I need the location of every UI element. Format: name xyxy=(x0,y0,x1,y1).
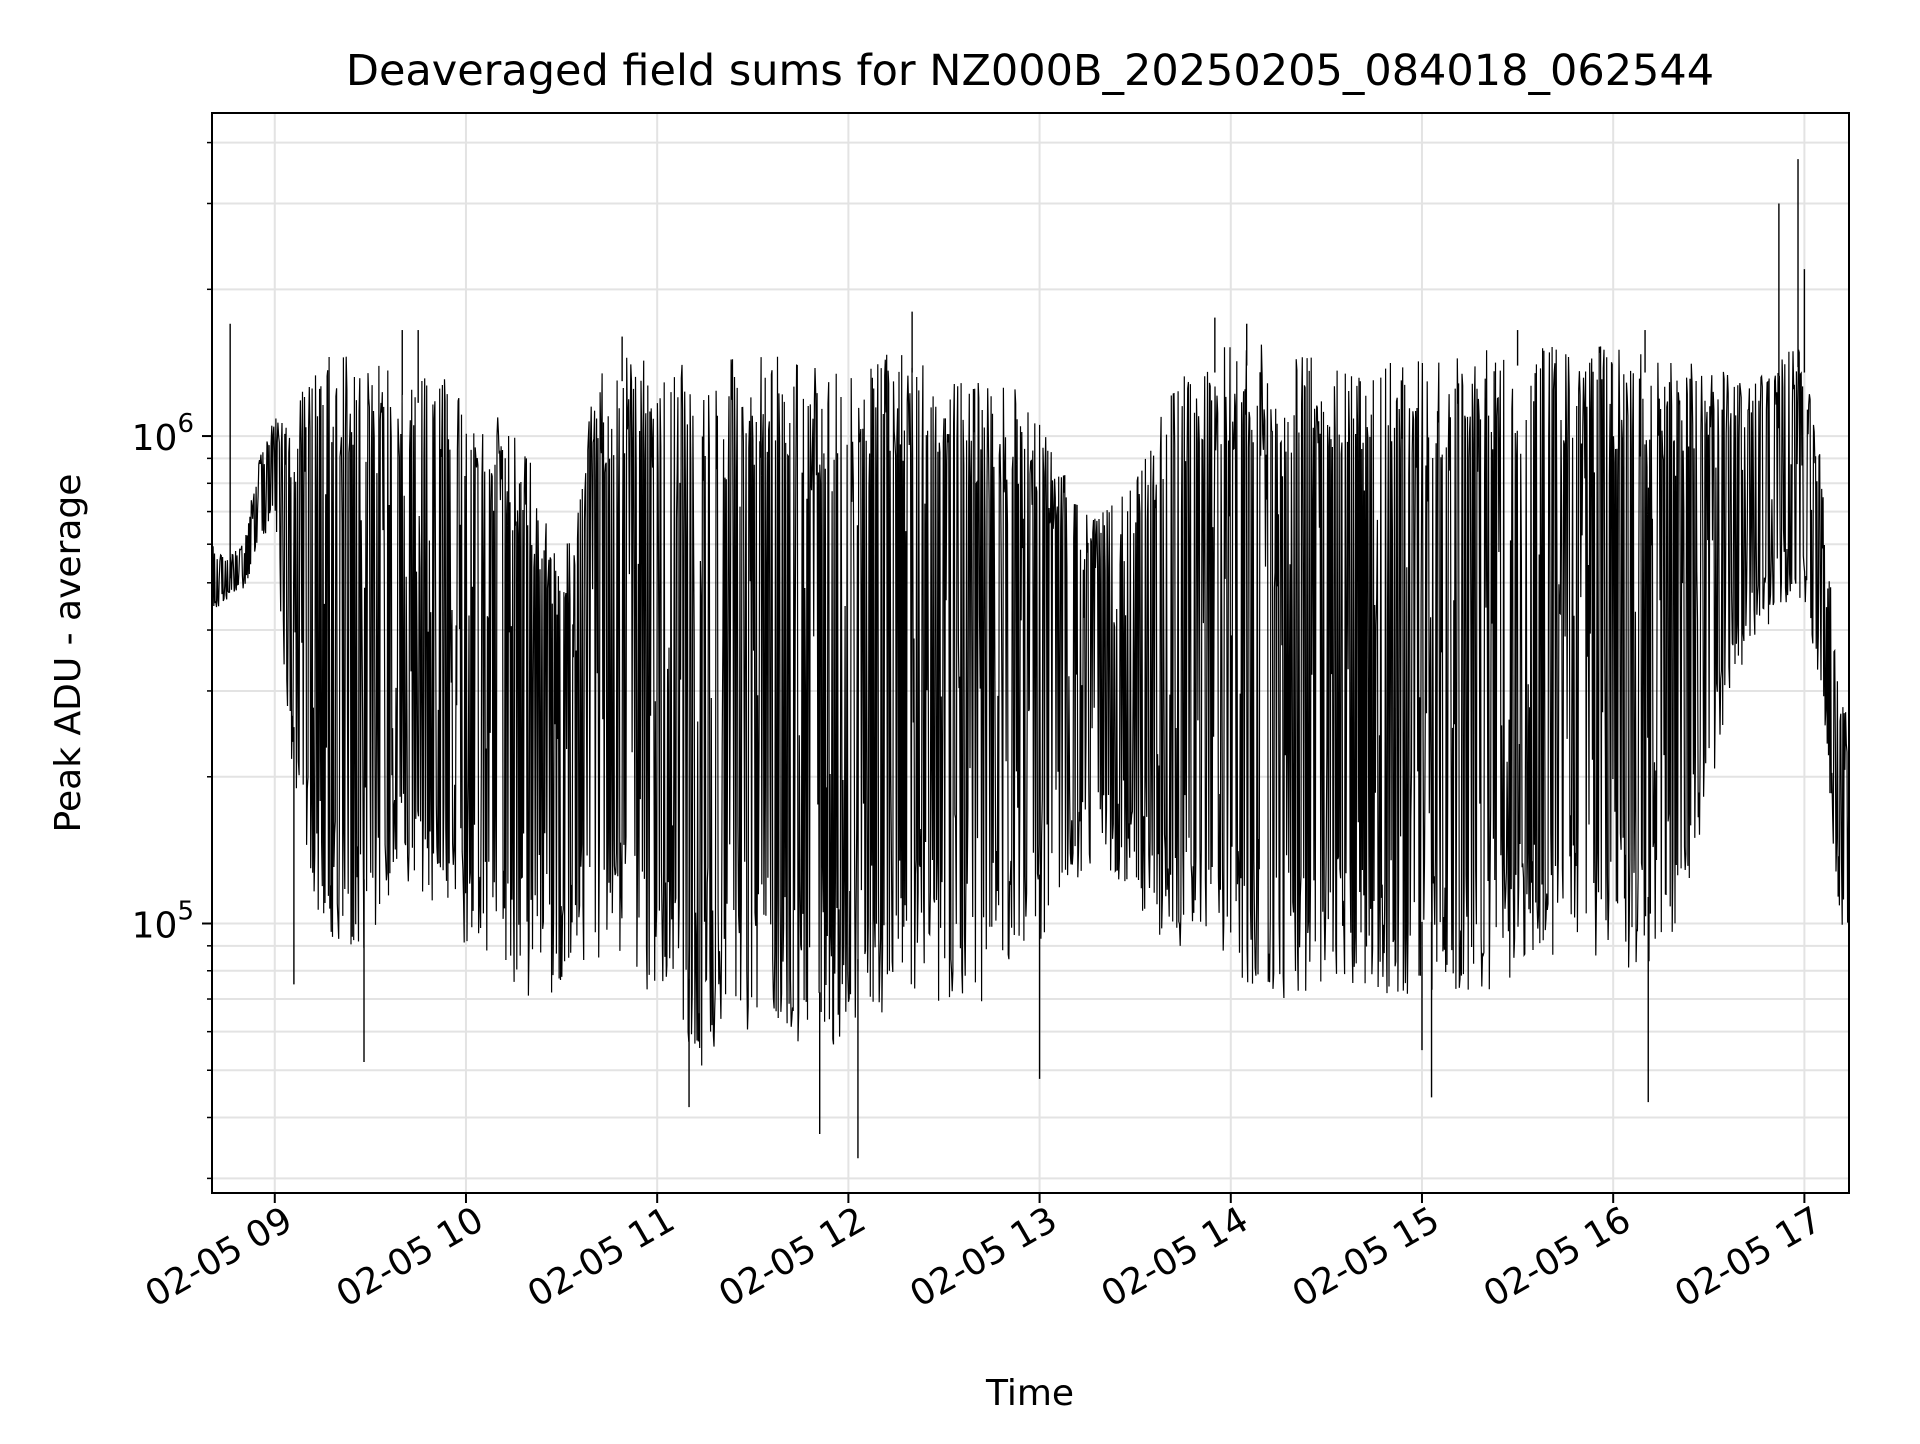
data-layer xyxy=(212,159,1849,1159)
series-line xyxy=(212,344,1849,1066)
y-tick-label: 105 xyxy=(132,897,194,947)
y-tick-label: 106 xyxy=(132,409,194,459)
y-axis-label: Peak ADU - average xyxy=(48,474,89,833)
x-axis-label: Time xyxy=(985,1373,1074,1414)
plot-frame xyxy=(211,112,1850,1194)
chart-title: Deaveraged field sums for NZ000B_2025020… xyxy=(346,46,1714,96)
